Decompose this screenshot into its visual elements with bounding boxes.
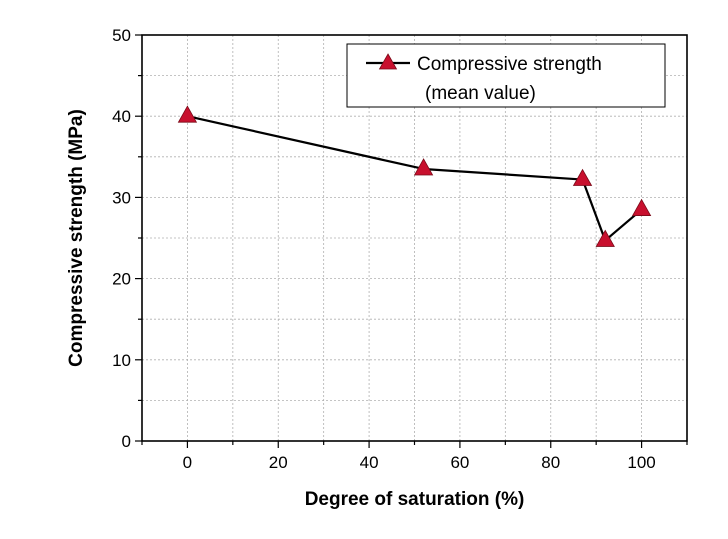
legend-label-line2: (mean value) (425, 83, 536, 104)
series-line (187, 115, 643, 242)
data-point-marker (572, 168, 593, 186)
legend-marker (378, 53, 398, 70)
x-axis-title: Degree of saturation (%) (305, 489, 525, 510)
y-tick-label: 50 (112, 26, 131, 45)
data-point-marker (177, 105, 198, 123)
x-tick-label: 80 (541, 453, 560, 472)
x-tick-label: 0 (183, 453, 192, 472)
x-tick-label: 60 (450, 453, 469, 472)
x-tick-label: 20 (269, 453, 288, 472)
y-tick-label: 30 (112, 188, 131, 207)
legend-box (346, 43, 666, 108)
x-tick-label: 100 (627, 453, 655, 472)
y-tick-label: 40 (112, 107, 131, 126)
x-tick-label: 40 (360, 453, 379, 472)
data-point-marker (413, 158, 434, 176)
y-tick-label: 20 (112, 270, 131, 289)
legend-label-line1: Compressive strength (417, 54, 602, 75)
data-point-marker (595, 229, 615, 247)
y-tick-label: 0 (122, 432, 131, 451)
legend: Compressive strength (mean value) (346, 43, 666, 108)
y-axis-title: Compressive strength (MPa) (66, 109, 87, 367)
y-tick-label: 10 (112, 351, 131, 370)
series-layer (177, 105, 652, 247)
axis-ticks: 0 20 40 60 80 100 0 10 20 30 40 50 (112, 26, 688, 472)
data-point-marker (631, 198, 652, 216)
